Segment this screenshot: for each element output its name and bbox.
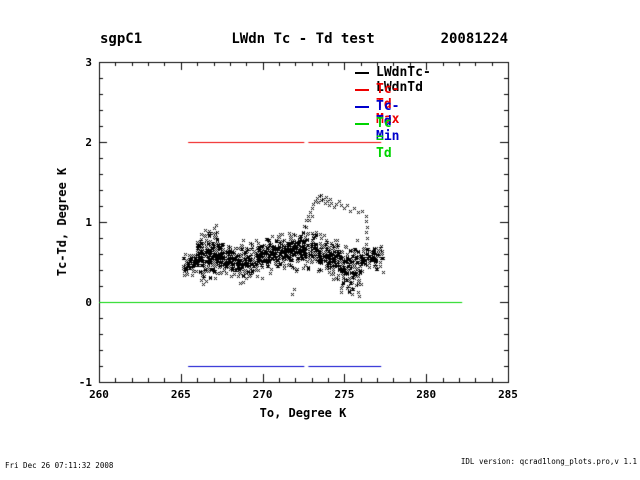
x-tick-label: 265: [170, 388, 191, 401]
footer-left: Fri Dec 26 07:11:32 2008 Battelle Pacifi…: [5, 447, 312, 480]
x-tick-label: 285: [498, 388, 518, 401]
legend-label: Tc = Td: [376, 116, 392, 161]
legend-label: Tc-Td Min: [376, 99, 400, 144]
y-tick-label: -1: [78, 376, 92, 389]
x-tick-label: 260: [89, 388, 109, 401]
y-tick-label: 3: [85, 56, 92, 69]
footer-right: IDL version: qcrad1long_plots.pro,v 1.1 …: [402, 443, 637, 480]
y-tick-label: 1: [85, 216, 92, 229]
legend-line-sample: [355, 123, 369, 125]
plot-title: LWdn Tc - Td test: [231, 31, 375, 47]
plot-date: 20081224: [440, 31, 508, 47]
x-axis-label: To, Degree K: [259, 406, 347, 420]
legend-line-sample: [355, 89, 369, 91]
legend-line-sample: [355, 106, 369, 108]
idl-version-text: IDL version: qcrad1long_plots.pro,v 1.1: [460, 457, 637, 467]
y-tick-label: 0: [85, 296, 92, 309]
x-tick-label: 280: [416, 388, 437, 401]
timestamp-text: Fri Dec 26 07:11:32 2008: [5, 461, 114, 471]
legend-line-sample: [355, 72, 369, 74]
legend-label: LWdnTc-LWdnTd: [376, 65, 431, 95]
x-tick-label: 270: [252, 388, 273, 401]
site-label: sgpC1: [100, 31, 143, 47]
x-tick-label: 275: [334, 388, 355, 401]
y-tick-label: 2: [85, 136, 92, 149]
legend-label: Tc-Td Max: [376, 82, 400, 127]
